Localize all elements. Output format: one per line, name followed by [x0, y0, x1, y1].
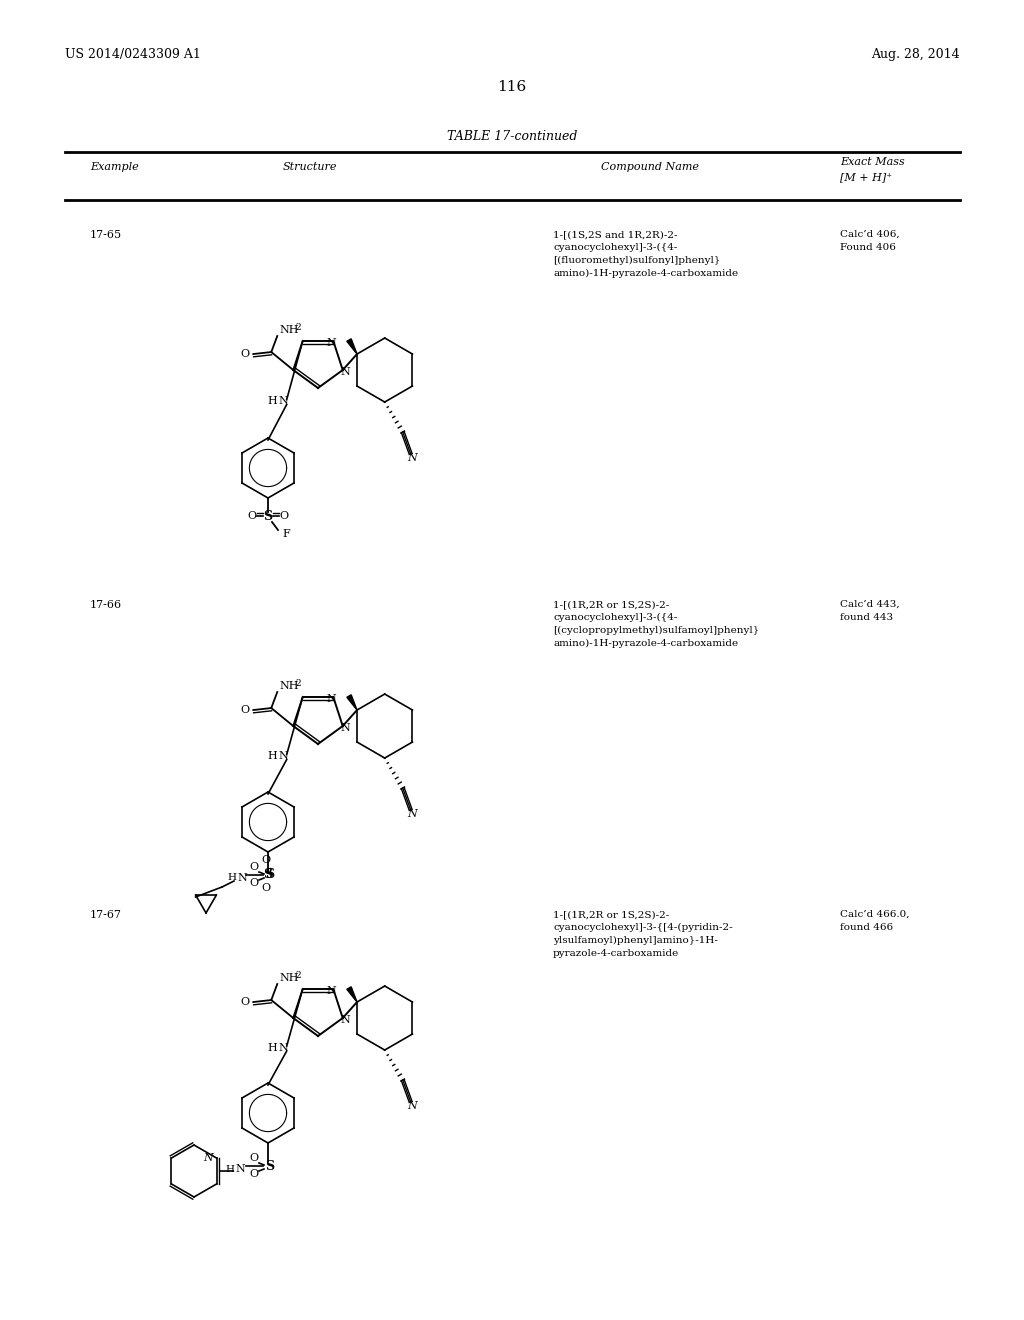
Text: N: N [327, 338, 336, 348]
Text: O: O [241, 705, 250, 715]
Text: N: N [408, 453, 417, 463]
Text: US 2014/0243309 A1: US 2014/0243309 A1 [65, 48, 201, 61]
Text: N: N [408, 1101, 417, 1111]
Text: N: N [279, 396, 289, 407]
Text: N: N [279, 751, 289, 762]
Text: O: O [248, 511, 257, 521]
Text: O: O [261, 855, 270, 865]
Text: O: O [250, 1152, 259, 1163]
Polygon shape [347, 339, 357, 354]
Text: F: F [282, 529, 290, 539]
Text: amino)-1H-pyrazole-4-carboxamide: amino)-1H-pyrazole-4-carboxamide [553, 269, 738, 279]
Text: 17-67: 17-67 [90, 909, 122, 920]
Text: 116: 116 [498, 81, 526, 94]
Text: cyanocyclohexyl]-3-({4-: cyanocyclohexyl]-3-({4- [553, 243, 677, 252]
Text: H: H [227, 874, 237, 883]
Text: NH: NH [280, 681, 299, 692]
Text: Exact Mass: Exact Mass [840, 157, 905, 168]
Text: [(fluoromethyl)sulfonyl]phenyl}: [(fluoromethyl)sulfonyl]phenyl} [553, 256, 720, 265]
Text: N: N [341, 723, 350, 733]
Text: [(cyclopropylmethyl)sulfamoyl]phenyl}: [(cyclopropylmethyl)sulfamoyl]phenyl} [553, 626, 759, 635]
Text: 2: 2 [295, 970, 301, 979]
Text: Compound Name: Compound Name [601, 162, 699, 172]
Text: 17-65: 17-65 [90, 230, 122, 240]
Text: H: H [268, 751, 278, 762]
Text: N: N [279, 1043, 289, 1053]
Text: S: S [263, 869, 272, 882]
Text: NH: NH [280, 325, 299, 335]
Text: O: O [261, 883, 270, 894]
Text: O: O [280, 511, 289, 521]
Text: N: N [204, 1152, 213, 1163]
Text: 2: 2 [295, 322, 301, 331]
Text: N: N [327, 986, 336, 997]
Text: Calc’d 443,: Calc’d 443, [840, 601, 900, 609]
Text: H: H [268, 396, 278, 407]
Text: cyanocyclohexyl]-3-{[4-(pyridin-2-: cyanocyclohexyl]-3-{[4-(pyridin-2- [553, 923, 732, 932]
Text: Structure: Structure [283, 162, 337, 172]
Text: 17-66: 17-66 [90, 601, 122, 610]
Text: cyanocyclohexyl]-3-({4-: cyanocyclohexyl]-3-({4- [553, 612, 677, 622]
Text: ylsulfamoyl)phenyl]amino}-1H-: ylsulfamoyl)phenyl]amino}-1H- [553, 936, 718, 945]
Text: N: N [327, 694, 336, 704]
Text: Aug. 28, 2014: Aug. 28, 2014 [871, 48, 961, 61]
Text: Example: Example [90, 162, 138, 172]
Text: NH: NH [280, 973, 299, 983]
Text: found 443: found 443 [840, 612, 893, 622]
Text: found 466: found 466 [840, 923, 893, 932]
Text: 1-[(1R,2R or 1S,2S)-2-: 1-[(1R,2R or 1S,2S)-2- [553, 601, 670, 609]
Text: S: S [263, 510, 272, 523]
Text: N: N [236, 1164, 245, 1173]
Text: O: O [250, 862, 259, 873]
Text: O: O [250, 878, 259, 888]
Text: N: N [238, 873, 247, 883]
Text: N: N [341, 1015, 350, 1026]
Text: H: H [225, 1164, 234, 1173]
Text: amino)-1H-pyrazole-4-carboxamide: amino)-1H-pyrazole-4-carboxamide [553, 639, 738, 648]
Text: S: S [265, 1159, 274, 1172]
Text: N: N [341, 367, 350, 378]
Text: N: N [408, 809, 417, 818]
Text: Found 406: Found 406 [840, 243, 896, 252]
Text: 1-[(1R,2R or 1S,2S)-2-: 1-[(1R,2R or 1S,2S)-2- [553, 909, 670, 919]
Text: H: H [268, 1043, 278, 1053]
Text: TABLE 17-continued: TABLE 17-continued [446, 129, 578, 143]
Text: O: O [250, 1170, 259, 1179]
Text: [M + H]⁺: [M + H]⁺ [840, 172, 892, 182]
Text: 2: 2 [295, 678, 301, 688]
Text: Calc’d 406,: Calc’d 406, [840, 230, 900, 239]
Polygon shape [347, 987, 357, 1002]
Text: 1-[(1S,2S and 1R,2R)-2-: 1-[(1S,2S and 1R,2R)-2- [553, 230, 678, 239]
Text: S: S [265, 869, 274, 882]
Text: O: O [241, 997, 250, 1007]
Text: Calc’d 466.0,: Calc’d 466.0, [840, 909, 909, 919]
Text: O: O [241, 348, 250, 359]
Polygon shape [347, 694, 357, 710]
Text: pyrazole-4-carboxamide: pyrazole-4-carboxamide [553, 949, 679, 958]
